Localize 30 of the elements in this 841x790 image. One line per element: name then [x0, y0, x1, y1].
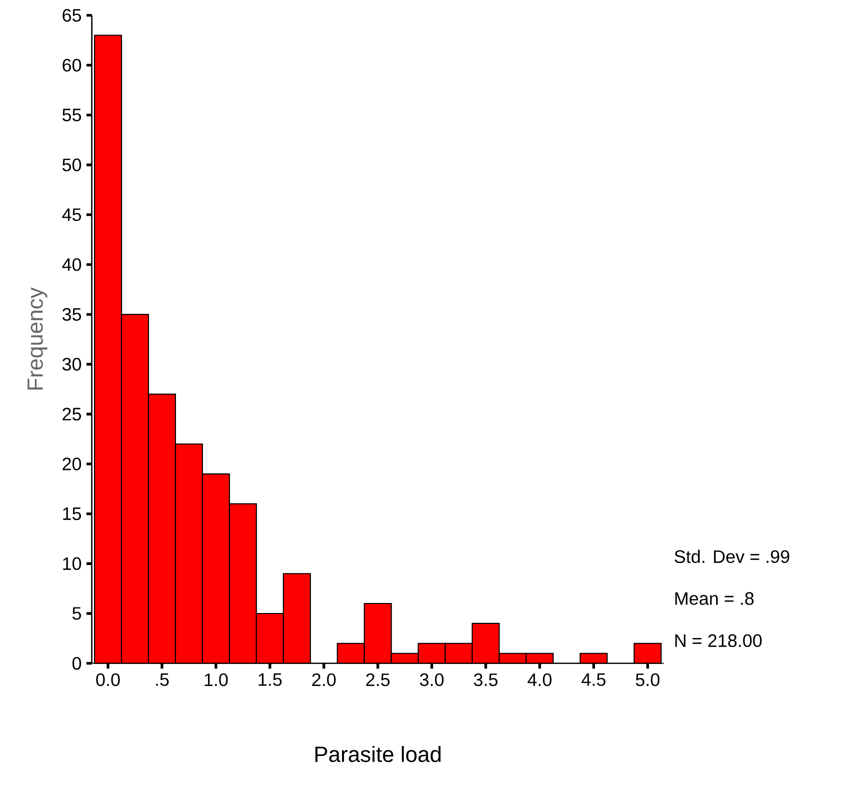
y-tick-label: 30 — [62, 358, 82, 371]
y-tick-label: 20 — [62, 458, 82, 470]
text: N = 218.00 — [675, 634, 762, 648]
x-tick-label: 4.0 — [528, 673, 552, 686]
text: Mean = .8 — [675, 592, 754, 605]
y-tick-label: 40 — [62, 258, 82, 271]
y-tick-label: 55 — [62, 108, 82, 122]
y-tick-label: 65 — [62, 8, 82, 22]
x-tick-label: 3.0 — [420, 673, 444, 686]
x-tick-label: 5.0 — [636, 673, 660, 686]
x-tick-label: 0.0 — [96, 673, 120, 686]
y-tick-label: 50 — [62, 158, 82, 172]
text: Std. Dev = .99 — [674, 550, 790, 564]
y-tick-label: 5 — [72, 607, 82, 620]
x-tick-label: 2.5 — [366, 673, 390, 686]
x-tick-label: 2.0 — [312, 673, 336, 686]
y-tick-label: 35 — [62, 308, 82, 321]
y-tick-label: 0 — [72, 656, 82, 670]
x-tick-label: .5 — [156, 673, 169, 686]
x-axis-title: Parasite load — [315, 746, 441, 762]
y-axis-title: Frequency — [28, 287, 48, 390]
x-tick-label: 1.5 — [258, 673, 282, 686]
y-tick-label: 25 — [62, 408, 82, 420]
x-tick-label: 1.0 — [204, 673, 228, 686]
x-tick-label: 3.5 — [474, 673, 498, 686]
y-tick-label: 10 — [63, 557, 82, 570]
x-tick-label: 4.5 — [582, 673, 606, 686]
y-tick-label: 60 — [62, 58, 82, 72]
y-tick-label: 15 — [63, 508, 82, 520]
y-tick-label: 45 — [62, 208, 82, 221]
